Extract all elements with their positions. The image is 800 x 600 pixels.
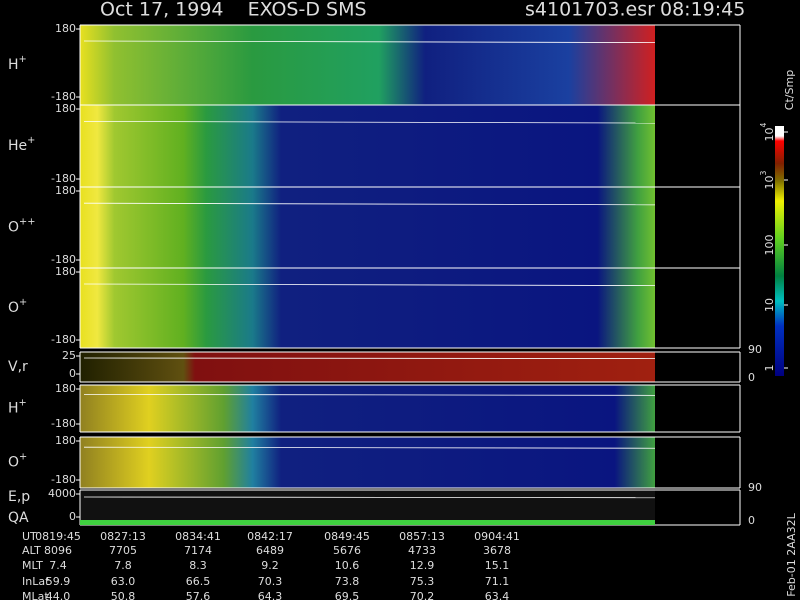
table-cell: 64.3 <box>258 590 283 600</box>
table-cell: 8.3 <box>189 559 207 572</box>
trace <box>83 202 656 206</box>
qa-bar <box>80 520 655 525</box>
panels: H+180-180He+180-180O++180-180O+180-180V,… <box>8 22 788 600</box>
table-cell: 10.6 <box>335 559 360 572</box>
table-cell: 0834:41 <box>175 530 221 543</box>
panel-label: O++ <box>8 217 35 236</box>
spectrogram <box>80 352 655 382</box>
trace <box>83 393 656 396</box>
table-cell: 57.6 <box>186 590 211 600</box>
y-tick-label: 180 <box>55 102 76 115</box>
table-cell: 44.0 <box>46 590 71 600</box>
table-cell: 66.5 <box>186 575 211 588</box>
table-cell: 0857:13 <box>399 530 445 543</box>
table-cell: 70.2 <box>410 590 435 600</box>
spectrogram <box>80 437 655 488</box>
trace <box>83 357 656 360</box>
panel-label: H+ <box>8 398 27 417</box>
y-tick-label: 0 <box>69 510 76 523</box>
panel-label: H+ <box>8 54 27 73</box>
colorbar-unit: Ct/Smp <box>783 70 796 110</box>
y2-tick-label: 0 <box>748 514 755 527</box>
y-tick-label: 180 <box>55 434 76 447</box>
y-tick-label: -180 <box>51 333 76 346</box>
row-header: MLT <box>22 559 43 572</box>
spectrogram <box>80 385 655 432</box>
y-tick-label: 0 <box>69 367 76 380</box>
table-cell: 0849:45 <box>324 530 370 543</box>
title: Oct 17, 1994 EXOS-D SMS <box>100 0 367 21</box>
table-cell: 0827:13 <box>100 530 146 543</box>
table-cell: 59.9 <box>46 575 71 588</box>
y-tick-label: 25 <box>62 349 76 362</box>
trace <box>83 283 656 287</box>
spectrogram <box>80 25 655 105</box>
table-cell: 75.3 <box>410 575 435 588</box>
table-cell: 63.0 <box>111 575 136 588</box>
spectrogram <box>80 105 655 187</box>
spectrogram <box>80 268 655 348</box>
y-tick-label: -180 <box>51 253 76 266</box>
panel-label: QA <box>8 510 29 526</box>
table-cell: 63.4 <box>485 590 510 600</box>
y-tick-label: 4000 <box>48 487 76 500</box>
panel-label: V,r <box>8 359 28 375</box>
row-header: UT <box>22 530 37 543</box>
row-header: InLat <box>22 575 50 588</box>
colorbar-tick-label: 1 <box>763 365 776 372</box>
y-tick-label: 180 <box>55 382 76 395</box>
panel-label: He+ <box>8 135 35 154</box>
table-cell: 8096 <box>44 544 72 557</box>
panel-label: O+ <box>8 297 27 316</box>
spectrogram <box>80 187 655 268</box>
table-cell: 70.3 <box>258 575 283 588</box>
y-tick-label: -180 <box>51 172 76 185</box>
y-tick-label: -180 <box>51 417 76 430</box>
trace <box>83 446 656 449</box>
table-cell: 0904:41 <box>474 530 520 543</box>
y-tick-label: -180 <box>51 90 76 103</box>
table-cell: 7705 <box>109 544 137 557</box>
y-tick-label: -180 <box>51 473 76 486</box>
table-cell: 9.2 <box>261 559 279 572</box>
colorbar-tick-label: 103 <box>759 170 776 189</box>
table-cell: 69.5 <box>335 590 360 600</box>
trace <box>83 121 656 124</box>
table-cell: 71.1 <box>485 575 510 588</box>
row-header: ALT <box>22 544 41 557</box>
table-cell: 4733 <box>408 544 436 557</box>
colorbar-tick-label: 10 <box>763 298 776 312</box>
y-tick-label: 180 <box>55 22 76 35</box>
table-cell: 7174 <box>184 544 212 557</box>
trace <box>83 40 656 43</box>
table-cell: 0842:17 <box>247 530 293 543</box>
footer: Feb-01 2AA32L <box>785 512 798 596</box>
colorbar <box>775 126 784 376</box>
row-header: MLat <box>22 590 49 600</box>
y2-tick-label: 90 <box>748 343 762 356</box>
y-tick-label: 180 <box>55 184 76 197</box>
y2-tick-label: 0 <box>748 371 755 384</box>
table-cell: 5676 <box>333 544 361 557</box>
table-cell: 0819:45 <box>35 530 81 543</box>
colorbar-tick-label: 104 <box>759 122 776 141</box>
time: 08:19:45 <box>660 0 745 21</box>
table-cell: 15.1 <box>485 559 510 572</box>
trace <box>83 496 656 499</box>
y2-tick-label: 90 <box>748 481 762 494</box>
table-cell: 7.8 <box>114 559 132 572</box>
spectrogram <box>80 490 655 525</box>
table-cell: 6489 <box>256 544 284 557</box>
panel-label: E,p <box>8 489 30 505</box>
colorbar-tick-label: 100 <box>763 235 776 256</box>
table-cell: 50.8 <box>111 590 136 600</box>
table-cell: 7.4 <box>49 559 67 572</box>
table-cell: 3678 <box>483 544 511 557</box>
table-cell: 73.8 <box>335 575 360 588</box>
table-cell: 12.9 <box>410 559 435 572</box>
file-name: s4101703.esr <box>525 0 655 21</box>
panel-label: O+ <box>8 452 27 471</box>
y-tick-label: 180 <box>55 265 76 278</box>
